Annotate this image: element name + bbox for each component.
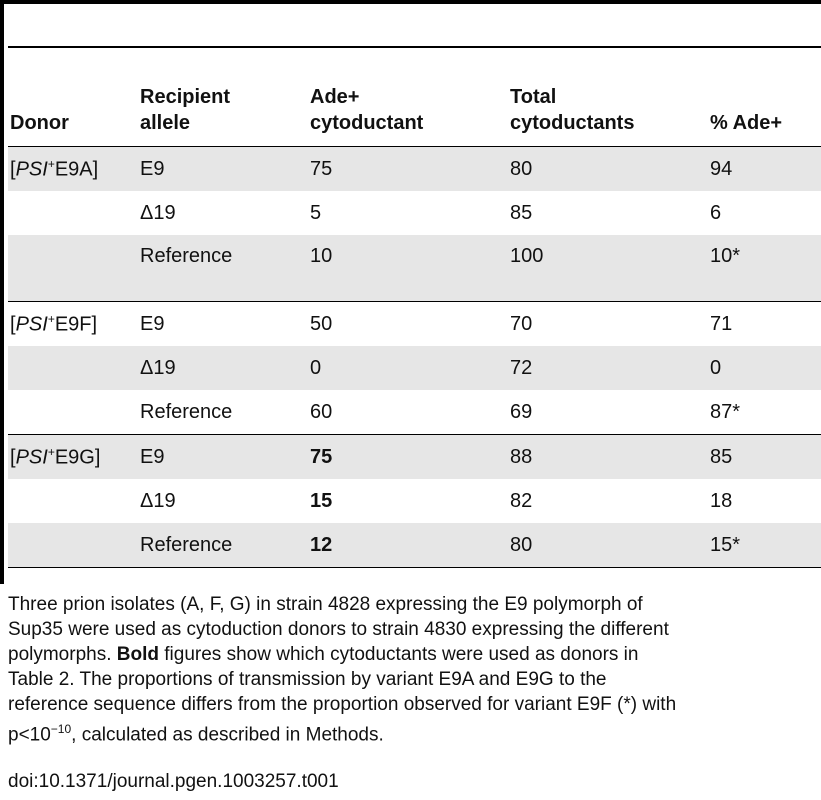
cell-ade-cytoductant: 10: [310, 235, 510, 302]
cell-total-cytoductants: 80: [510, 146, 710, 191]
cell-donor: [8, 191, 140, 235]
cell-ade-cytoductant: 15: [310, 489, 333, 512]
cell-pct-ade: 18: [710, 489, 733, 512]
cell-total-cytoductants: 69: [510, 390, 710, 435]
header-text: allele: [140, 112, 191, 134]
cell-ade-cytoductant: 60: [310, 390, 510, 435]
footnote-line: Sup35 were used as cytoduction donors to…: [8, 619, 669, 640]
cell-recipient-allele: Δ19: [140, 489, 176, 512]
cell-recipient-allele: Reference: [140, 523, 310, 568]
header-row: Donor Recipient allele Ade+ cytoductant Total…: [8, 48, 821, 147]
header-text: Recipient: [140, 86, 231, 108]
cell-total-cytoductants: 72: [510, 346, 710, 390]
cell-pct-ade: 6: [710, 201, 722, 224]
header-text: cytoductants: [510, 112, 635, 134]
table-row: Δ19 15 82 18: [8, 479, 821, 523]
cell-pct-ade: 10*: [710, 235, 821, 302]
header-text: cytoductant: [310, 112, 424, 134]
table-row: [PSI+E9F] E9 50 70 71: [8, 302, 821, 347]
cell-pct-ade: 94: [710, 146, 821, 191]
cell-recipient-allele: E9: [140, 434, 310, 479]
cell-ade-cytoductant: 75: [310, 146, 510, 191]
cell-donor: [8, 235, 140, 302]
cell-recipient-allele: Δ19: [140, 201, 176, 224]
cell-total-cytoductants: 88: [510, 434, 710, 479]
cell-recipient-allele: Reference: [140, 235, 310, 302]
table-row: [PSI+E9A] E9 75 80 94: [8, 146, 821, 191]
cell-donor: [8, 346, 140, 390]
cell-recipient-allele: Δ19: [140, 346, 310, 390]
table-footnote: Three prion isolates (A, F, G) in strain…: [8, 592, 820, 747]
cell-ade-cytoductant: 12: [310, 523, 510, 568]
header-ade-cytoductant: Ade+ cytoductant: [310, 48, 510, 147]
cell-total-cytoductants: 82: [510, 489, 533, 512]
cell-ade-cytoductant: 50: [310, 312, 333, 335]
table-body: [PSI+E9A] E9 75 80 94 Δ19 5 85 6 Reference 10 100 10…: [8, 146, 821, 568]
footnote-line: Table 2. The proportions of transmission…: [8, 669, 607, 690]
table-row: Reference 60 69 87*: [8, 390, 821, 435]
data-table: Donor Recipient allele Ade+ cytoductant Total…: [8, 48, 821, 568]
cell-ade-cytoductant: 5: [310, 201, 322, 224]
table-row: Reference 12 80 15*: [8, 523, 821, 568]
header-total-cytoductants: Total cytoductants: [510, 48, 710, 147]
cell-donor: [PSI+E9F]: [10, 311, 98, 336]
cell-total-cytoductants: 85: [510, 201, 533, 224]
cell-recipient-allele: Reference: [140, 390, 310, 435]
header-text: % Ade+: [710, 112, 783, 134]
cell-ade-cytoductant: 75: [310, 434, 510, 479]
table-row: Reference 10 100 10*: [8, 235, 821, 302]
header-donor: Donor: [8, 48, 140, 147]
cell-total-cytoductants: 80: [510, 523, 710, 568]
header-text: Ade+: [310, 86, 360, 108]
cell-donor: [8, 390, 140, 435]
table-title-rule: [8, 46, 821, 48]
table-top-rule: [0, 0, 821, 4]
header-text: Total: [510, 86, 557, 108]
doi-text: doi:10.1371/journal.pgen.1003257.t001: [8, 771, 339, 792]
cell-pct-ade: 0: [710, 346, 821, 390]
cell-pct-ade: 15*: [710, 523, 821, 568]
cell-pct-ade: 85: [710, 434, 821, 479]
cell-recipient-allele: E9: [140, 312, 165, 335]
cell-donor: [8, 479, 140, 523]
footnote-line: polymorphs. Bold figures show which cyto…: [8, 644, 639, 665]
table-left-border: [0, 0, 4, 584]
table-row: [PSI+E9G] E9 75 88 85: [8, 434, 821, 479]
header-recipient-allele: Recipient allele: [140, 48, 310, 147]
cell-donor: [PSI+E9G]: [8, 434, 140, 479]
cell-total-cytoductants: 100: [510, 235, 710, 302]
cell-donor: [8, 523, 140, 568]
cell-pct-ade: 87*: [710, 390, 821, 435]
header-pct-ade: % Ade+: [710, 48, 821, 147]
cell-total-cytoductants: 70: [510, 312, 533, 335]
footnote-line: Three prion isolates (A, F, G) in strain…: [8, 594, 643, 615]
cell-recipient-allele: E9: [140, 146, 310, 191]
cell-donor: [PSI+E9A]: [8, 146, 140, 191]
cell-ade-cytoductant: 0: [310, 346, 510, 390]
footnote-line: reference sequence differs from the prop…: [8, 694, 677, 715]
cell-pct-ade: 71: [710, 312, 733, 335]
footnote-line: p<10−10, calculated as described in Meth…: [8, 722, 384, 746]
table-row: Δ19 0 72 0: [8, 346, 821, 390]
table-row: Δ19 5 85 6: [8, 191, 821, 235]
header-text: Donor: [10, 112, 69, 134]
